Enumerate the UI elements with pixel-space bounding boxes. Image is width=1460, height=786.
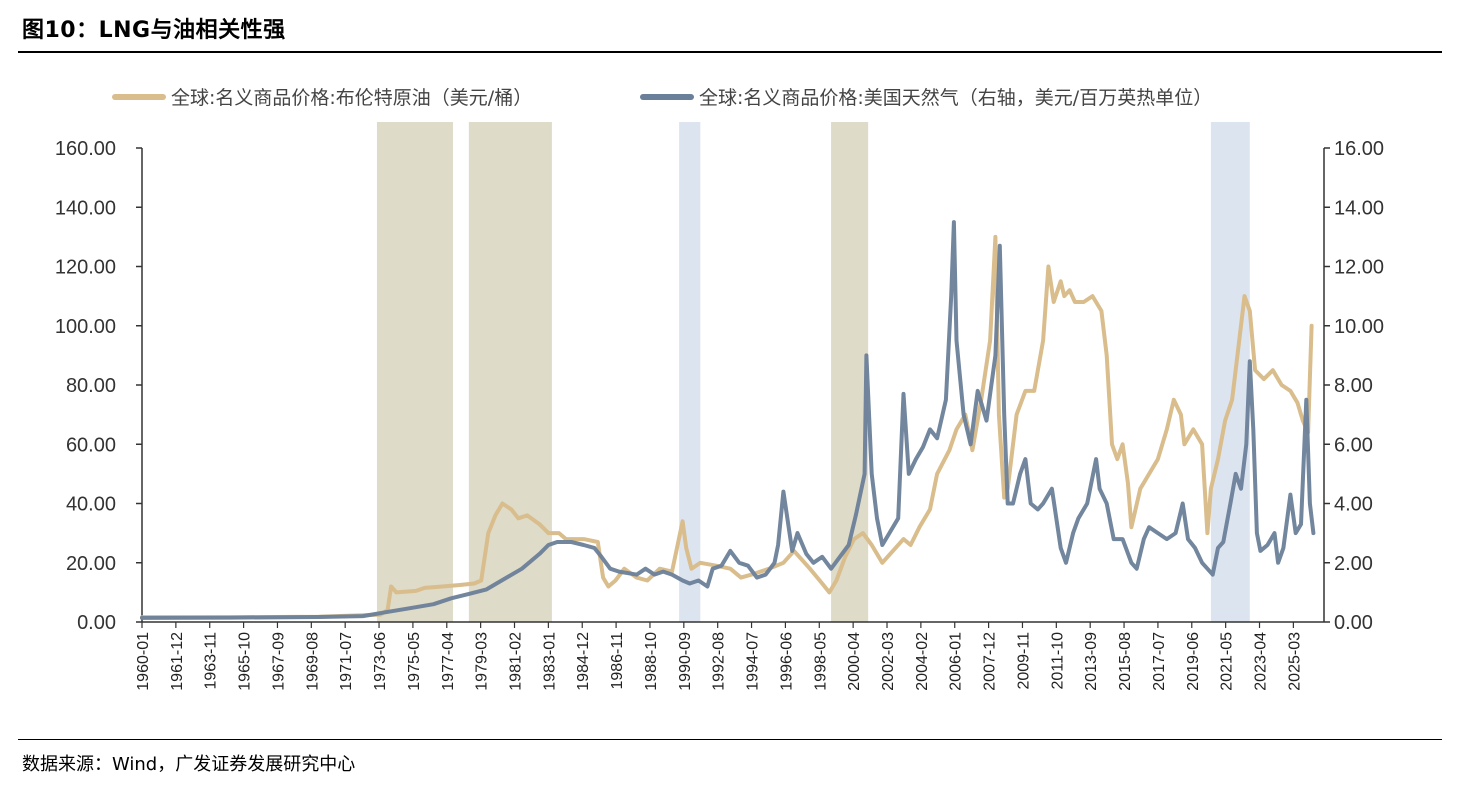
- x-tick-label: 2021-05: [1219, 632, 1236, 691]
- left-tick-label: 20.00: [66, 553, 116, 575]
- x-tick-label: 2007-12: [982, 632, 999, 691]
- x-tick-label: 1971-07: [338, 632, 355, 691]
- right-tick-label: 2.00: [1334, 553, 1373, 575]
- x-tick-label: 2011-10: [1049, 632, 1066, 690]
- series-lines: [140, 220, 1316, 620]
- x-tick-label: 2002-03: [880, 632, 897, 691]
- left-tick-label: 80.00: [66, 375, 116, 397]
- x-tick-label: 1979-03: [474, 632, 491, 691]
- x-tick-label: 1988-10: [643, 632, 660, 691]
- right-tick-label: 8.00: [1334, 375, 1373, 397]
- x-tick-label: 2013-09: [1083, 632, 1100, 691]
- x-tick-label: 1961-12: [169, 632, 186, 691]
- x-tick-label: 2015-08: [1117, 632, 1134, 691]
- x-tick-label: 1965-10: [237, 632, 254, 691]
- x-tick-label: 1973-06: [372, 632, 389, 691]
- shaded-period-2: [679, 122, 701, 622]
- x-tick-label: 1960-01: [135, 632, 152, 691]
- right-tick-label: 10.00: [1334, 316, 1384, 338]
- right-tick-label: 4.00: [1334, 494, 1373, 516]
- axes: 0.00 20.00 40.00 60.00 80.00 100.00 120.00 140.…: [55, 138, 1384, 691]
- x-tick-label: 1996-06: [778, 632, 795, 691]
- x-tick-label: 1963-11: [203, 632, 220, 690]
- x-tick-label: 1992-08: [711, 632, 728, 691]
- right-tick-label: 0.00: [1334, 612, 1373, 634]
- top-rule: [18, 51, 1442, 53]
- x-tick-label: 1981-02: [508, 632, 525, 691]
- x-tick-label: 2019-06: [1185, 632, 1202, 691]
- x-tick-label: 1990-09: [677, 632, 694, 691]
- left-tick-label: 60.00: [66, 434, 116, 456]
- figure-title: 图10：LNG与油相关性强: [22, 18, 286, 43]
- x-tick-label: 1975-05: [406, 632, 423, 691]
- legend: 全球:名义商品价格:布伦特原油（美元/桶） 全球:名义商品价格:美国天然气（右轴…: [112, 87, 1212, 109]
- left-tick-label: 0.00: [77, 612, 116, 634]
- x-tick-label: 1967-09: [270, 632, 287, 691]
- shaded-period-0: [376, 122, 453, 622]
- dual-axis-line-chart: 0.00 20.00 40.00 60.00 80.00 100.00 120.00 140.…: [55, 87, 1384, 691]
- shaded-periods: [376, 122, 1250, 622]
- x-tick-label: 1983-01: [541, 632, 558, 691]
- left-tick-label: 160.00: [55, 138, 116, 160]
- left-tick-label: 100.00: [55, 316, 116, 338]
- x-tick-label: 2000-04: [846, 632, 863, 691]
- x-tick-label: 1969-08: [304, 632, 321, 691]
- shaded-period-1: [468, 122, 552, 622]
- x-tick-label: 1977-04: [440, 632, 457, 691]
- shaded-period-4: [1210, 122, 1250, 622]
- x-tick-label: 2025-03: [1286, 632, 1303, 691]
- left-tick-label: 40.00: [66, 494, 116, 516]
- legend-label-gas: 全球:名义商品价格:美国天然气（右轴，美元/百万英热单位）: [699, 87, 1212, 109]
- x-tick-label: 2009-11: [1015, 632, 1032, 690]
- bottom-rule: [18, 739, 1442, 740]
- x-tick-label: 1998-05: [812, 632, 829, 691]
- left-tick-label: 120.00: [55, 257, 116, 279]
- right-tick-label: 16.00: [1334, 138, 1384, 160]
- legend-label-oil: 全球:名义商品价格:布伦特原油（美元/桶）: [171, 87, 532, 109]
- x-tick-label: 2023-04: [1253, 632, 1270, 691]
- series-line-us-natural-gas: [140, 220, 1316, 620]
- left-tick-label: 140.00: [55, 197, 116, 219]
- x-tick-label: 1994-07: [745, 632, 762, 691]
- x-tick-label: 2006-01: [948, 632, 965, 691]
- series-line-brent-oil: [140, 234, 1314, 620]
- x-tick-label: 2004-02: [914, 632, 931, 691]
- source-note: 数据来源：Wind，广发证券发展研究中心: [22, 754, 356, 775]
- right-tick-label: 14.00: [1334, 197, 1384, 219]
- x-tick-label: 1986-11: [609, 632, 626, 690]
- right-tick-label: 6.00: [1334, 434, 1373, 456]
- x-tick-label: 1984-12: [575, 632, 592, 691]
- x-tick-label: 2017-07: [1151, 632, 1168, 691]
- right-tick-label: 12.00: [1334, 257, 1384, 279]
